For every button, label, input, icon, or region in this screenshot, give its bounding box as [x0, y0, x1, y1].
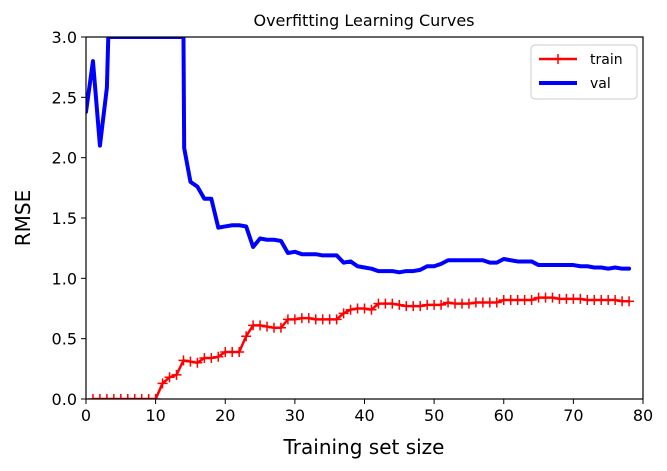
series-train-point — [129, 394, 140, 399]
series-train-point — [526, 295, 537, 306]
ticks-layer: 0 10 20 30 40 50 60 70 80 0.0 0.5 1.0 1.5 2.0 2.5 3.0 — [52, 28, 654, 425]
series-val-line — [86, 37, 632, 275]
y-tick-label: 1.5 — [52, 209, 77, 228]
series-train-point — [255, 320, 266, 331]
series-train-point — [575, 293, 586, 304]
series-train-point — [415, 301, 426, 312]
x-tick-label: 50 — [424, 406, 444, 425]
y-tick-label: 3.0 — [52, 28, 77, 47]
series-train-point — [303, 313, 314, 324]
x-tick-label: 10 — [145, 406, 165, 425]
series-train-point — [206, 352, 217, 363]
x-axis-label: Training set size — [283, 435, 445, 459]
series-train-point — [136, 394, 147, 399]
series-train-point — [610, 295, 621, 306]
series-train-point — [359, 303, 370, 314]
series-train-point — [275, 322, 286, 333]
series-train-point — [178, 355, 189, 366]
series-train-point — [463, 298, 474, 309]
y-axis-label: RMSE — [11, 190, 35, 246]
series-train-point — [491, 297, 502, 308]
y-tick-label: 0.0 — [52, 390, 77, 409]
series-train-point — [164, 372, 175, 383]
series-train-point — [394, 299, 405, 310]
x-tick-label: 70 — [563, 406, 583, 425]
series-train-point — [387, 298, 398, 309]
y-tick-label: 2.5 — [52, 88, 77, 107]
y-tick-label: 2.0 — [52, 149, 77, 168]
series-train-point — [150, 394, 161, 399]
series-train-point — [338, 308, 349, 319]
series-train-point — [262, 321, 273, 332]
x-tick-label: 20 — [215, 406, 235, 425]
series-train-point — [122, 394, 133, 399]
x-tick-label: 40 — [354, 406, 374, 425]
series-train-point — [241, 331, 252, 342]
series-train-point — [157, 378, 168, 389]
y-tick-label: 1.0 — [52, 269, 77, 288]
series-train-point — [366, 304, 377, 315]
x-tick-label: 30 — [285, 406, 305, 425]
legend-train-marker — [553, 54, 563, 64]
series-train-point — [94, 394, 105, 399]
legend: train val — [530, 44, 638, 100]
series-train-point — [115, 394, 126, 399]
series-train-point — [213, 351, 224, 362]
series-train-point — [87, 394, 98, 399]
x-tick-label: 60 — [494, 406, 514, 425]
series-train-point — [289, 314, 300, 325]
legend-train-label: train — [590, 52, 623, 68]
series-train-point — [436, 299, 447, 310]
series-train-point — [624, 296, 635, 307]
series-train-point — [192, 357, 203, 368]
series-train-point — [171, 369, 182, 380]
series-train-point — [331, 314, 342, 325]
series-train-point — [108, 394, 119, 399]
series-train-point — [101, 394, 112, 399]
series-layer — [86, 37, 635, 399]
series-train-point — [185, 356, 196, 367]
plot-frame — [85, 36, 644, 400]
legend-val-label: val — [590, 76, 611, 92]
series-train-point — [143, 394, 154, 399]
x-tick-label: 0 — [81, 406, 91, 425]
chart-title: Overfitting Learning Curves — [253, 11, 474, 30]
y-tick-label: 0.5 — [52, 330, 77, 349]
series-train-point — [443, 297, 454, 308]
series-train-point — [345, 304, 356, 315]
series-train-point — [234, 346, 245, 357]
series-train-point — [547, 292, 558, 303]
x-tick-label: 80 — [633, 406, 653, 425]
